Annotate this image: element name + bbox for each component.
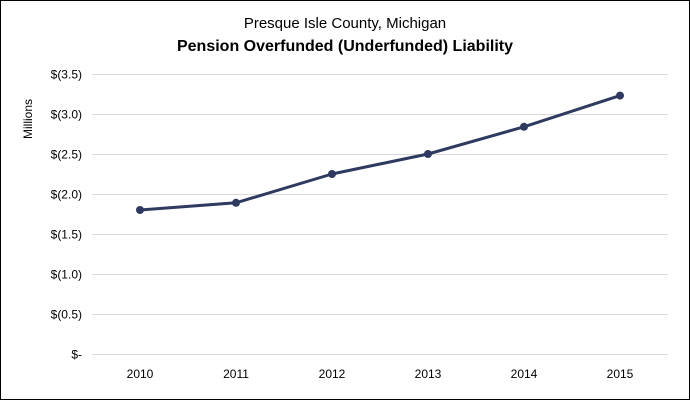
y-tick-label: $(3.0) bbox=[51, 108, 82, 122]
x-tick-label: 2012 bbox=[319, 367, 346, 381]
x-tick-label: 2014 bbox=[511, 367, 538, 381]
data-point-2010 bbox=[136, 206, 144, 214]
y-tick-label: $(3.5) bbox=[51, 68, 82, 82]
data-point-2015 bbox=[616, 91, 624, 100]
x-tick-label: 2015 bbox=[607, 367, 634, 381]
x-tick-label: 2010 bbox=[127, 367, 154, 381]
chart-title: Pension Overfunded (Underfunded) Liabili… bbox=[177, 38, 513, 55]
x-tick-labels: 2010 2011 2012 2013 2014 2015 bbox=[127, 367, 634, 381]
x-tick-label: 2011 bbox=[223, 367, 249, 381]
data-point-2014 bbox=[520, 122, 528, 131]
gridlines bbox=[92, 74, 668, 355]
data-point-2011 bbox=[232, 198, 240, 207]
data-point-2012 bbox=[328, 170, 336, 178]
data-point-2013 bbox=[424, 150, 432, 158]
y-axis-label: Millions bbox=[21, 99, 35, 139]
y-tick-label: $(1.5) bbox=[51, 228, 82, 242]
chart-subtitle: Presque Isle County, Michigan bbox=[244, 15, 446, 32]
y-tick-label: $- bbox=[71, 348, 82, 362]
y-tick-label: $(1.0) bbox=[51, 268, 82, 282]
y-tick-label: $(2.5) bbox=[51, 148, 82, 162]
y-tick-label: $(0.5) bbox=[51, 308, 82, 322]
series-layer bbox=[136, 91, 624, 214]
series-line bbox=[138, 94, 622, 212]
y-tick-label: $(2.0) bbox=[51, 188, 82, 202]
x-tick-label: 2013 bbox=[415, 367, 442, 381]
y-tick-labels: $- $(0.5) $(1.0) $(1.5) $(2.0) $(2.5) $(3.0) $(… bbox=[51, 68, 82, 362]
